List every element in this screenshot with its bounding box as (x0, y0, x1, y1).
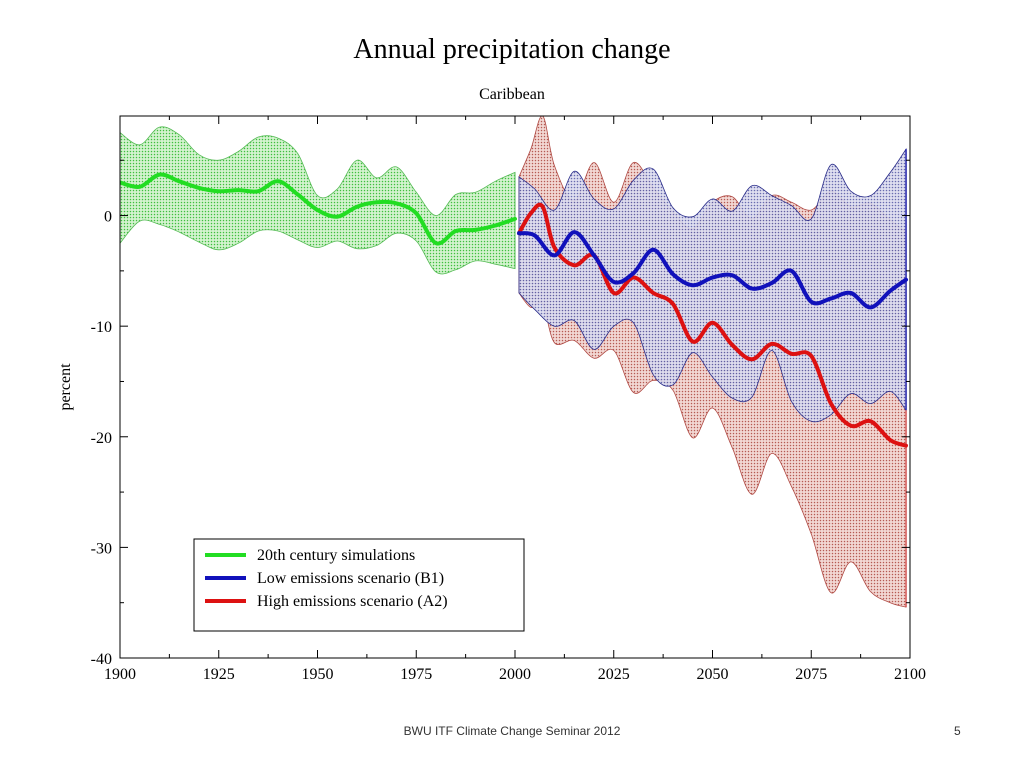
x-tick-label-1950: 1950 (302, 666, 334, 683)
x-tick-label-2100: 2100 (894, 666, 926, 683)
x-tick-label-2025: 2025 (598, 666, 630, 683)
legend: 20th century simulations Low emissions sc… (193, 538, 525, 632)
x-tick-label-1975: 1975 (400, 666, 432, 683)
legend-label-historical: 20th century simulations (257, 547, 415, 564)
y-tick-label--20: -20 (91, 430, 112, 447)
chart-title: Annual precipitation change (353, 34, 671, 65)
slide-footer: BWU ITF Climate Change Seminar 2012 (403, 724, 621, 738)
a2-mean-line (517, 202, 908, 448)
y-tick-label--30: -30 (91, 540, 112, 557)
legend-label-b1: Low emissions scenario (B1) (257, 570, 444, 587)
x-tick-label-2075: 2075 (795, 666, 827, 683)
historical-uncertainty-band (120, 126, 516, 275)
y-tick-label-0: 0 (104, 209, 112, 226)
x-tick-label-2050: 2050 (697, 666, 729, 683)
y-axis-label: percent (57, 363, 74, 411)
y-tick-label--10: -10 (91, 319, 112, 336)
x-tick-label-2000: 2000 (499, 666, 531, 683)
historical-mean-line (120, 172, 517, 246)
b1-mean-line (517, 230, 908, 310)
legend-label-a2: High emissions scenario (A2) (257, 593, 448, 610)
y-tick-label--40: -40 (91, 651, 112, 668)
x-tick-label-1900: 1900 (104, 666, 136, 683)
legend-box (193, 538, 525, 632)
x-tick-label-1925: 1925 (203, 666, 235, 683)
chart-subtitle: Caribbean (479, 86, 545, 103)
slide-number: 5 (954, 724, 961, 738)
